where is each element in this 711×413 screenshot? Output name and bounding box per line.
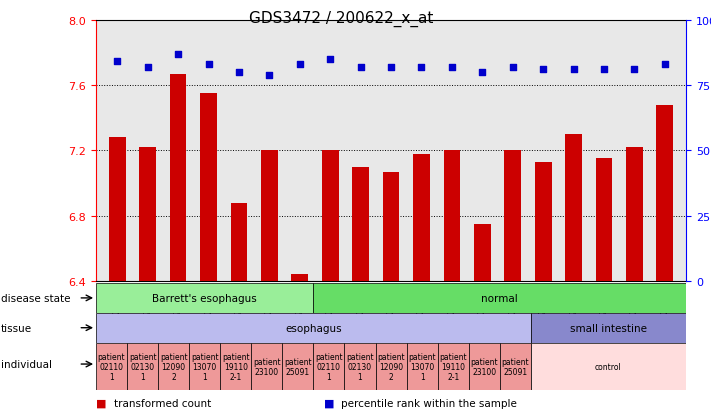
Text: patient
02130
1: patient 02130 1 <box>129 352 156 381</box>
Bar <box>474 224 491 281</box>
Text: patient
02110
1: patient 02110 1 <box>315 352 343 381</box>
Bar <box>322 151 338 281</box>
Point <box>447 64 458 71</box>
Point <box>142 64 154 71</box>
Point <box>173 51 184 58</box>
Bar <box>282 343 314 390</box>
Text: transformed count: transformed count <box>114 398 211 408</box>
Text: patient
02110
1: patient 02110 1 <box>97 352 125 381</box>
Bar <box>535 162 552 281</box>
Text: patient
25091: patient 25091 <box>284 357 311 376</box>
Bar <box>261 151 278 281</box>
Bar <box>444 151 460 281</box>
Bar <box>531 343 686 390</box>
Text: normal: normal <box>481 293 518 303</box>
Text: patient
25091: patient 25091 <box>501 357 529 376</box>
Text: individual: individual <box>1 359 52 369</box>
Text: percentile rank within the sample: percentile rank within the sample <box>341 398 517 408</box>
Point <box>476 69 488 76</box>
Bar <box>170 74 186 281</box>
Bar <box>230 203 247 281</box>
Bar <box>531 313 686 343</box>
Point <box>598 67 609 74</box>
Text: control: control <box>595 362 622 371</box>
Point <box>416 64 427 71</box>
Bar <box>96 313 531 343</box>
Text: GDS3472 / 200622_x_at: GDS3472 / 200622_x_at <box>249 10 433 26</box>
Bar <box>251 343 282 390</box>
Text: patient
23100: patient 23100 <box>471 357 498 376</box>
Bar <box>352 167 369 281</box>
Bar <box>626 148 643 281</box>
Bar <box>344 343 375 390</box>
Text: patient
19110
2-1: patient 19110 2-1 <box>439 352 467 381</box>
Bar <box>375 343 407 390</box>
Bar <box>504 151 521 281</box>
Bar <box>189 343 220 390</box>
Bar <box>383 172 400 281</box>
Bar <box>127 343 158 390</box>
Bar <box>220 343 251 390</box>
Bar <box>314 343 344 390</box>
Point <box>112 59 123 66</box>
Text: tissue: tissue <box>1 323 32 333</box>
Bar <box>109 138 126 281</box>
Point <box>538 67 549 74</box>
Point <box>264 72 275 79</box>
Bar <box>139 148 156 281</box>
Point <box>355 64 366 71</box>
Point <box>568 67 579 74</box>
Text: patient
12090
2: patient 12090 2 <box>378 352 405 381</box>
Point <box>507 64 518 71</box>
Bar <box>407 343 438 390</box>
Bar <box>469 343 500 390</box>
Point <box>629 67 640 74</box>
Bar <box>500 343 531 390</box>
Text: patient
23100: patient 23100 <box>253 357 281 376</box>
Point <box>294 62 306 68</box>
Bar <box>96 343 127 390</box>
Bar <box>201 94 217 281</box>
Text: patient
12090
2: patient 12090 2 <box>160 352 188 381</box>
Point <box>385 64 397 71</box>
Point <box>233 69 245 76</box>
Bar <box>96 283 314 313</box>
Point <box>659 62 670 68</box>
Text: ■: ■ <box>96 398 107 408</box>
Text: patient
02130
1: patient 02130 1 <box>346 352 374 381</box>
Point <box>203 62 214 68</box>
Bar <box>158 343 189 390</box>
Bar <box>656 105 673 281</box>
Bar <box>413 154 430 281</box>
Bar <box>596 159 612 281</box>
Bar <box>438 343 469 390</box>
Bar <box>314 283 686 313</box>
Text: patient
13070
1: patient 13070 1 <box>191 352 218 381</box>
Text: small intestine: small intestine <box>570 323 647 333</box>
Text: ■: ■ <box>324 398 334 408</box>
Text: patient
19110
2-1: patient 19110 2-1 <box>222 352 250 381</box>
Text: Barrett's esophagus: Barrett's esophagus <box>152 293 257 303</box>
Text: patient
13070
1: patient 13070 1 <box>408 352 436 381</box>
Text: disease state: disease state <box>1 293 70 303</box>
Bar <box>565 135 582 281</box>
Bar <box>292 275 308 281</box>
Text: esophagus: esophagus <box>285 323 342 333</box>
Point <box>324 57 336 63</box>
